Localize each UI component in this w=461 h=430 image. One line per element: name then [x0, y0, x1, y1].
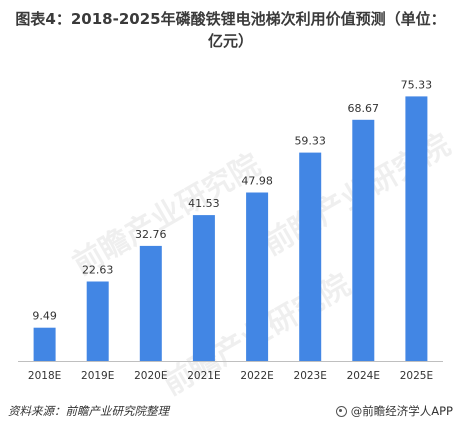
bar-2023E: [299, 152, 322, 361]
chart-title: 图表4：2018-2025年磷酸铁锂电池梯次利用价值预测（单位： 亿元）: [0, 8, 461, 52]
data-label-2018E: 9.49: [32, 310, 57, 323]
x-tick-label-2022E: 2022E: [240, 370, 273, 382]
brand-credit: @前瞻经济学人APP: [335, 403, 453, 419]
bar-2020E: [139, 245, 162, 361]
data-label-2024E: 68.67: [348, 102, 380, 115]
x-tick-label-2019E: 2019E: [81, 370, 114, 382]
x-tick-label-2021E: 2021E: [187, 370, 220, 382]
bar-2025E: [405, 96, 428, 362]
x-tick-label-2025E: 2025E: [400, 370, 433, 382]
data-label-2025E: 75.33: [401, 78, 433, 91]
x-tick-label-2018E: 2018E: [28, 370, 61, 382]
bar-2021E: [192, 215, 215, 361]
source-note: 资料来源：前瞻产业研究院整理: [8, 404, 169, 418]
bar-2024E: [352, 119, 375, 361]
brand-logo-icon: [335, 405, 347, 417]
x-tick-label-2023E: 2023E: [294, 370, 327, 382]
x-tick-label-2020E: 2020E: [134, 370, 167, 382]
data-label-2022E: 47.98: [241, 175, 273, 188]
bar-2022E: [246, 192, 269, 361]
data-label-2019E: 22.63: [82, 264, 114, 277]
x-tick-label-2024E: 2024E: [347, 370, 380, 382]
brand-credit-text: @前瞻经济学人APP: [350, 404, 453, 418]
data-label-2021E: 41.53: [188, 197, 220, 210]
data-label-2023E: 59.33: [294, 135, 326, 148]
bar-2019E: [86, 281, 109, 361]
chart-title-line-2: 亿元）: [207, 32, 253, 50]
bar-2018E: [33, 327, 56, 361]
data-label-2020E: 32.76: [135, 228, 167, 241]
chart-title-line-1: 图表4：2018-2025年磷酸铁锂电池梯次利用价值预测（单位：: [15, 10, 446, 28]
